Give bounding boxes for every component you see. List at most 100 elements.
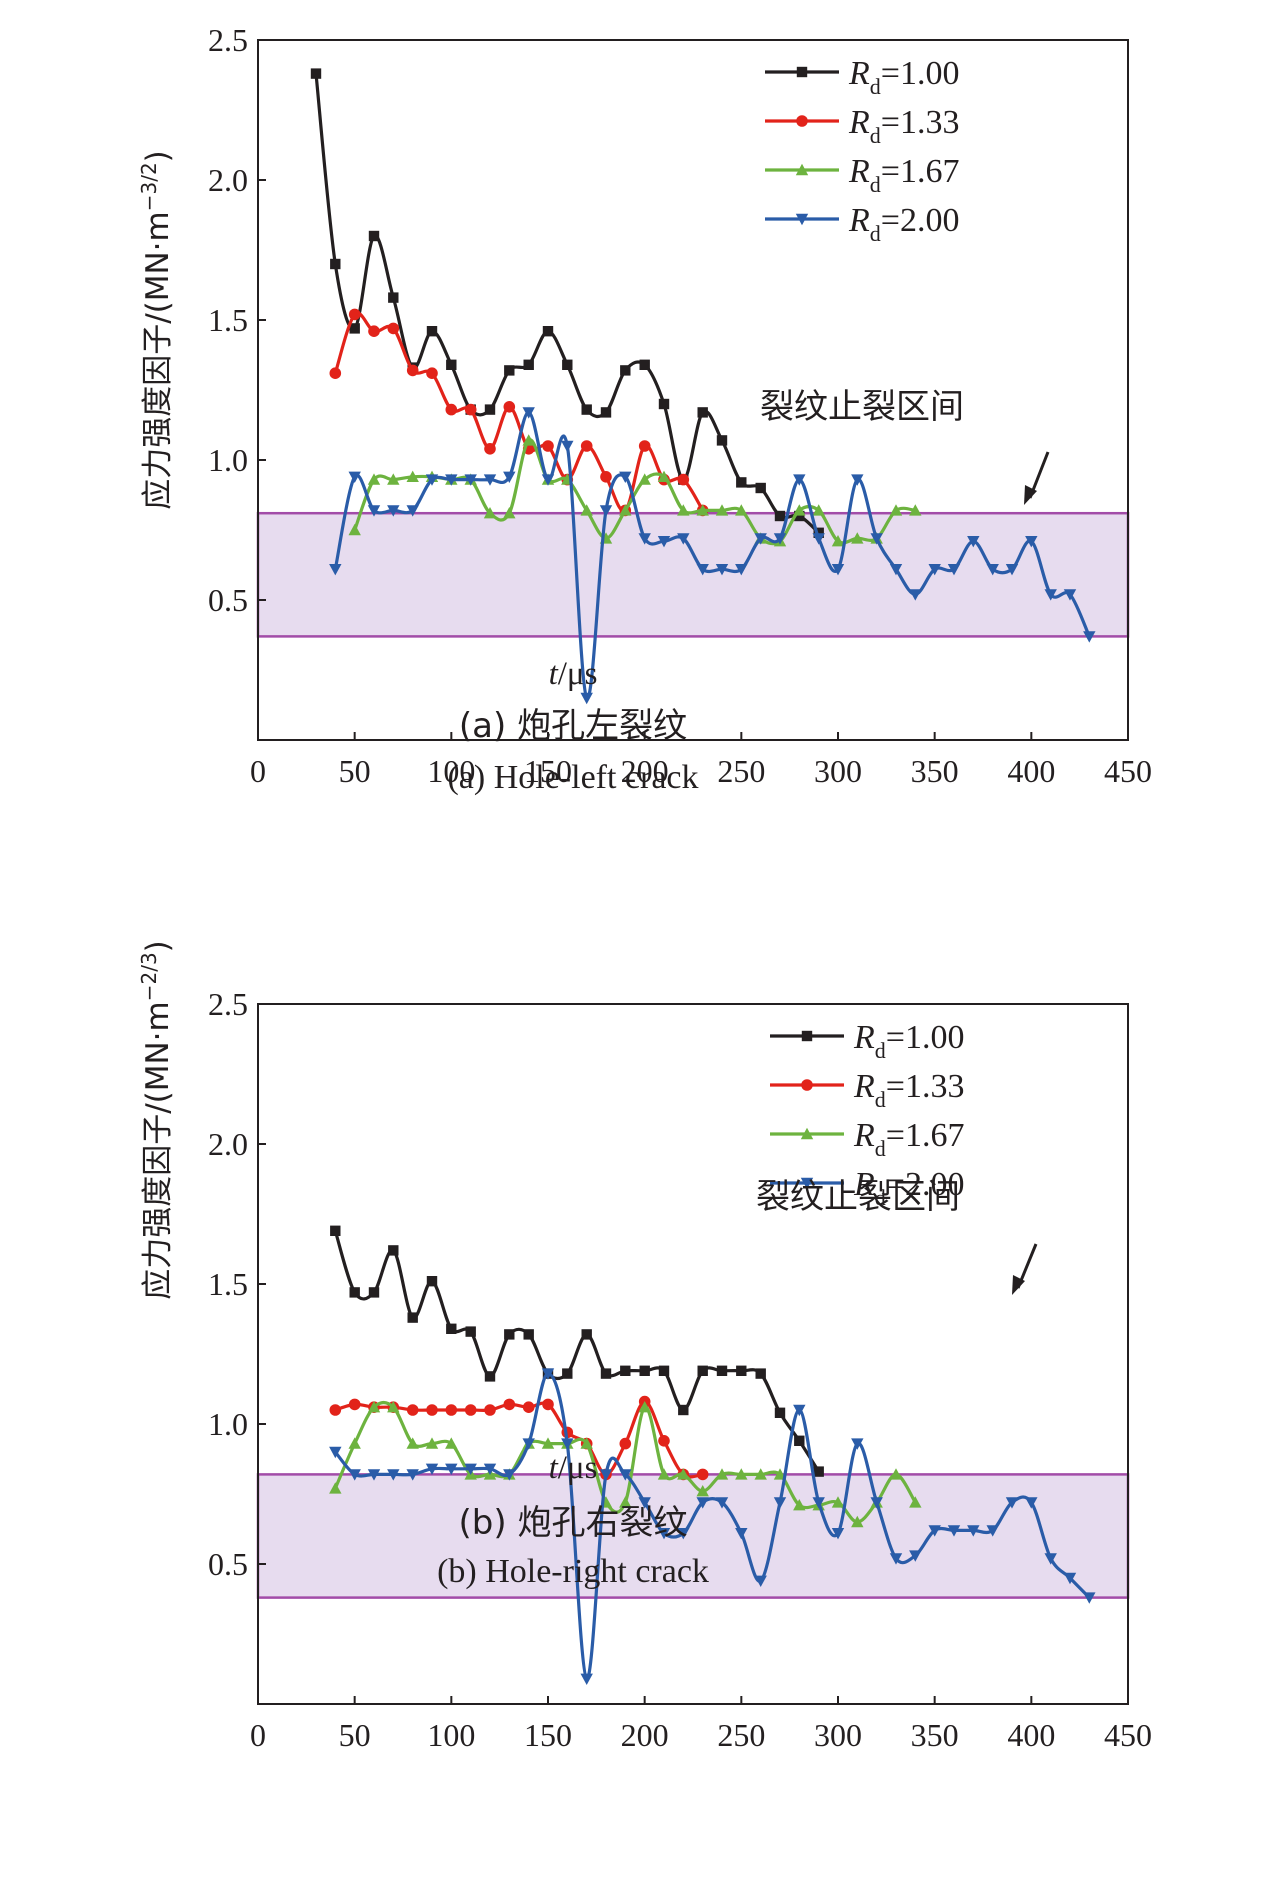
data-point [367,505,381,517]
legend-label: Rd=1.33 [853,1068,964,1112]
data-point [715,504,729,516]
data-point [696,564,709,576]
data-point [425,1463,439,1475]
data-point [445,474,458,486]
series-line-0 [314,73,820,535]
data-point [928,564,941,576]
data-point [368,325,380,338]
y-tick-label: 1.5 [208,302,248,338]
data-point [446,1323,457,1334]
legend-marker [796,115,808,127]
data-point [889,1553,903,1565]
data-point [483,1463,497,1475]
data-point [406,1437,419,1449]
data-point [696,504,709,516]
x-tick-label: 250 [717,753,765,789]
data-point [794,1435,805,1446]
data-point [658,1365,670,1376]
data-point [330,1225,341,1236]
x-tick-label: 450 [1104,1717,1152,1753]
data-point [542,1398,554,1411]
data-point [484,1404,496,1416]
data-point [329,1482,342,1494]
data-point [831,535,845,547]
data-point [638,440,651,452]
x-tick-label: 50 [339,1717,371,1753]
data-point [329,564,342,576]
data-point [755,1368,766,1379]
data-point [581,1329,592,1340]
data-point [947,564,961,576]
data-point [639,1365,650,1376]
data-point [793,504,806,516]
data-point [754,1468,767,1480]
data-point [503,1398,516,1411]
data-point [1025,1497,1038,1509]
data-point [348,1437,361,1449]
data-point [812,533,825,545]
data-point [504,1329,515,1340]
data-point [735,504,748,516]
data-point [426,1276,438,1287]
data-point [406,505,419,517]
data-point [367,473,381,485]
plot-frame [257,1003,1129,1705]
data-point [813,1466,824,1477]
data-point [736,477,747,488]
data-point [407,1312,418,1323]
data-point [349,323,360,334]
caption-en: (a) Hole-left crack [447,759,698,796]
data-point [542,326,554,337]
data-point [348,1469,361,1481]
data-point [658,398,670,410]
data-point [522,1438,535,1450]
data-point [600,407,612,418]
data-point [522,407,535,419]
data-point [445,1404,458,1416]
legend: Rd=1.00 Rd=1.33 Rd=1.67 Rd=2.00 [765,55,959,246]
data-point [600,1368,612,1379]
x-tick-label: 400 [1007,1717,1055,1753]
data-point [523,359,534,370]
legend-marker [800,1177,814,1190]
data-point [793,1404,806,1417]
data-point [446,359,457,370]
data-point [329,367,342,380]
data-point [523,1329,534,1340]
y-tick-label: 0.5 [208,1546,248,1582]
data-point [348,1398,361,1411]
tick-layer: 0 50 100 150 200 250 300 350 400 450 0.5 1.0 1.5 2.0 2… [208,22,1152,789]
data-point [387,1469,400,1481]
data-point [831,1496,845,1508]
band-label: 裂纹止裂区间 [760,387,964,427]
data-point [677,504,690,516]
legend-marker [801,1079,813,1091]
x-tick-label: 100 [427,753,475,789]
data-point [716,1365,728,1376]
legend-marker [800,1127,814,1140]
data-point [851,474,864,486]
y-axis-label: 应力强度因子/(MN·m−2/3) [137,940,176,1300]
data-point [426,367,438,380]
legend-label: Rd=1.67 [853,1117,964,1161]
y-axis-label: 应力强度因子/(MN·m−3/2) [137,150,176,510]
legend-marker [795,213,809,226]
chart-panel-b: 0 50 100 150 200 250 300 350 400 450 0.5 1.0 1.5 2.0 2… [137,940,1152,1753]
data-point [986,1525,999,1537]
data-point [445,1463,458,1475]
data-point [658,1435,670,1447]
x-tick-label: 50 [339,753,371,789]
data-point [812,504,825,516]
data-point [464,1463,477,1475]
x-tick-label: 300 [814,753,862,789]
data-point [909,589,922,601]
data-point [657,1528,671,1540]
arrow-icon [1024,451,1050,505]
data-point [870,533,883,545]
data-point [388,292,399,303]
data-point [619,1496,632,1508]
data-point [928,1525,941,1537]
data-point [503,507,516,519]
data-point [909,1550,922,1562]
